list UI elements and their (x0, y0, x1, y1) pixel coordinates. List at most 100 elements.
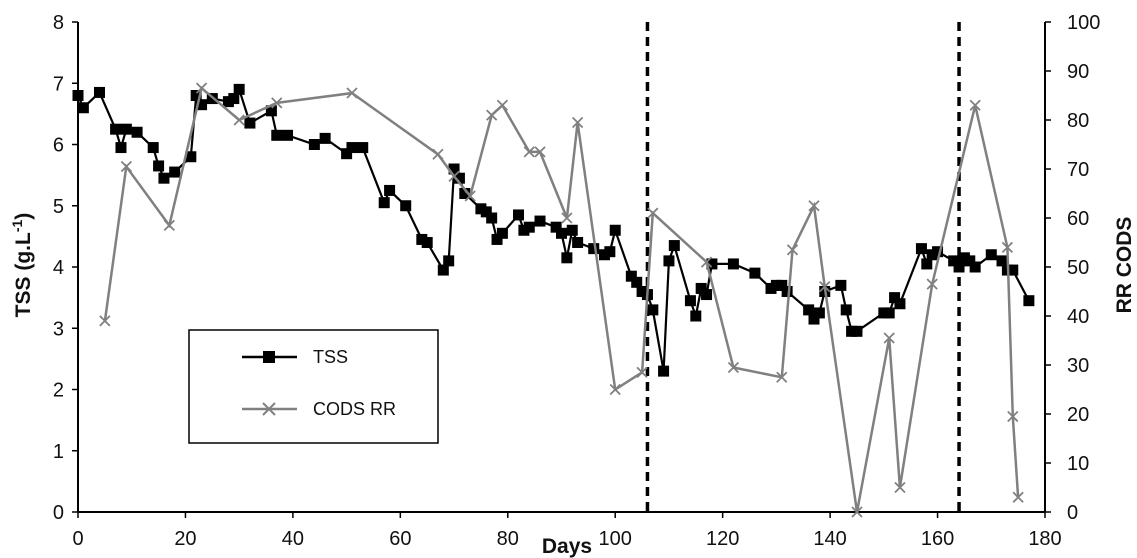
tss-point (727, 258, 739, 270)
y-left-axis-title-close: ) (12, 213, 35, 220)
y-left-axis-title: TSS (g.L-1) (9, 213, 35, 318)
tss-point (346, 142, 358, 154)
y-right-tick-label: 50 (1067, 257, 1089, 279)
tss-point (77, 102, 89, 114)
tss-point (701, 289, 713, 301)
x-tick-label: 180 (1028, 528, 1061, 550)
cods-rr-point (346, 87, 358, 99)
y-left-tick-label: 2 (53, 380, 64, 402)
tss-point (889, 292, 901, 304)
cods-rr-point (534, 146, 546, 158)
tss-point (921, 258, 933, 270)
cods-rr-point (1001, 241, 1014, 254)
x-tick-label: 160 (921, 528, 954, 550)
tss-point (813, 307, 825, 319)
cods-rr-point (163, 219, 175, 231)
cods-rr-point (700, 256, 713, 268)
tss-point (120, 123, 132, 135)
tss-point (695, 282, 707, 294)
tss-point (513, 209, 525, 221)
tss-point (948, 255, 960, 267)
tss-point (443, 255, 455, 267)
cods-rr-point (851, 506, 863, 518)
cods-rr-point (647, 207, 659, 219)
tss-point (668, 240, 680, 252)
y-right-tick-label: 90 (1067, 61, 1089, 83)
x-tick-label: 40 (282, 528, 304, 550)
cods-rr-point (571, 116, 584, 129)
y-right-tick-label: 30 (1067, 355, 1089, 377)
tss-point (491, 233, 503, 245)
legend-cods-label: CODS RR (313, 399, 396, 419)
cods-rr-point (464, 190, 476, 202)
cods-rr-point (1012, 491, 1024, 503)
x-tick-label: 0 (72, 528, 83, 550)
tss-point (658, 365, 670, 377)
x-tick-label: 140 (813, 528, 846, 550)
cods-rr-point (120, 160, 132, 173)
legend-tss-marker (263, 351, 275, 363)
tss-point (572, 237, 584, 248)
cods-rr-point (99, 315, 111, 327)
tss-point (556, 227, 567, 239)
tss-point (625, 270, 637, 282)
tss-point (932, 246, 944, 258)
cods-rr-series-line (103, 85, 1020, 513)
cods-rr-point (448, 170, 460, 182)
tss-point (319, 132, 331, 144)
tss-point (244, 117, 256, 129)
tss-point (459, 188, 471, 199)
tss-point (803, 304, 815, 316)
cods-rr-point (486, 109, 498, 121)
legend-tss-label: TSS (313, 347, 348, 367)
cods-rr-point (926, 278, 938, 290)
tss-point (840, 304, 852, 316)
tss-point (566, 224, 578, 236)
y-right-tick-label: 60 (1067, 208, 1089, 230)
tss-point (400, 200, 412, 212)
tss-point (851, 325, 863, 337)
y-right-tick-label: 20 (1067, 404, 1089, 426)
y-left-tick-label: 6 (53, 135, 64, 157)
tss-point (72, 90, 84, 101)
tss-point (953, 261, 965, 273)
tss-point (357, 142, 369, 154)
cods-rr-point (1007, 410, 1019, 423)
tss-point (1007, 264, 1019, 276)
x-tick-label: 100 (599, 528, 632, 550)
tss-point (341, 148, 353, 160)
tss-point (480, 206, 492, 218)
tss-point (190, 90, 202, 101)
tss-point (147, 142, 159, 154)
tss-point (196, 99, 208, 111)
cods-rr-point (894, 481, 906, 494)
y-right-tick-label: 0 (1067, 502, 1078, 524)
cods-rr-point (195, 82, 208, 94)
tss-point (964, 255, 976, 267)
y-left-axis-title-main: TSS (g.L (12, 232, 35, 317)
y-right-tick-label: 80 (1067, 110, 1089, 132)
tss-point (684, 295, 696, 307)
x-tick-label: 60 (389, 528, 411, 550)
x-axis-title: Days (542, 535, 592, 558)
tss-point (781, 286, 793, 297)
tss-point (609, 224, 621, 236)
tss-point (749, 267, 761, 279)
tss-point (523, 221, 535, 233)
tss-point (776, 279, 788, 291)
y-left-tick-label: 1 (53, 441, 64, 463)
tss-point (308, 139, 320, 150)
tss-point (185, 151, 197, 163)
tss-point (453, 172, 465, 184)
tss-point (384, 184, 396, 196)
cods-rr-point (496, 99, 509, 111)
y-right-tick-label: 40 (1067, 306, 1089, 328)
tss-point (437, 264, 449, 276)
tss-point (835, 279, 847, 291)
cods-rr-point (636, 366, 648, 378)
tss-point (1023, 295, 1035, 307)
y-left-tick-label: 7 (53, 73, 64, 95)
y-left-tick-label: 5 (53, 196, 64, 218)
tss-point (93, 86, 105, 98)
